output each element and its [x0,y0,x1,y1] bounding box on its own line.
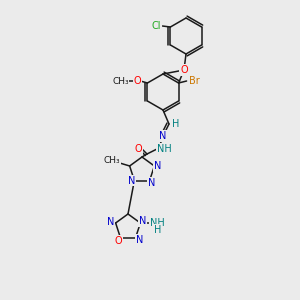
Text: O: O [134,76,141,86]
Text: H: H [154,225,161,235]
Text: CH₃: CH₃ [112,76,129,85]
Text: N: N [107,217,114,227]
Text: N: N [159,131,167,141]
Text: O: O [134,144,142,154]
Text: NH: NH [157,144,171,154]
Text: NH: NH [150,218,165,228]
Text: N: N [148,178,155,188]
Text: H: H [172,119,180,129]
Text: N: N [139,216,146,226]
Text: Cl: Cl [152,21,161,31]
Text: N: N [154,161,161,171]
Text: Br: Br [189,76,200,86]
Text: N: N [136,235,143,244]
Text: O: O [180,65,188,75]
Text: N: N [128,176,135,185]
Text: CH₃: CH₃ [103,157,120,166]
Text: O: O [115,236,122,245]
